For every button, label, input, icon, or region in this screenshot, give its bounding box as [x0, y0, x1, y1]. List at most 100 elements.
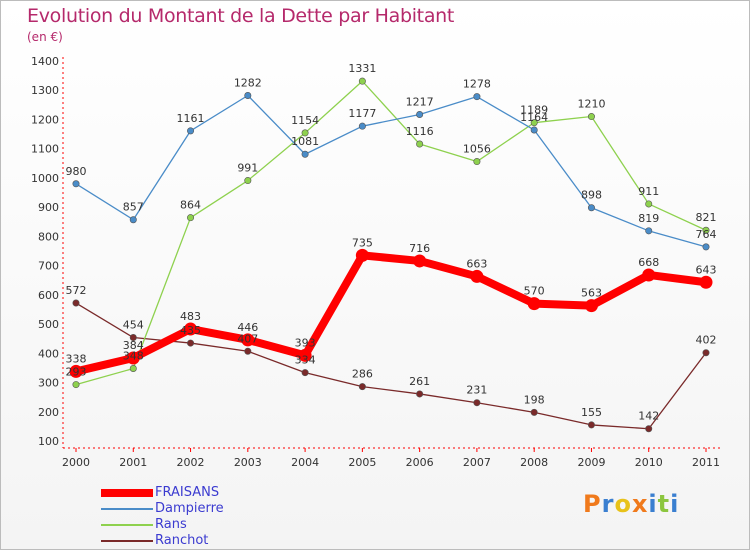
data-point-rans: [187, 214, 195, 222]
data-label-rans: 1154: [291, 114, 319, 127]
legend-swatch-dampierre: [101, 508, 153, 510]
data-point-ranchot: [587, 421, 595, 429]
data-point-ranchot: [645, 425, 653, 433]
data-point-dampierre: [72, 180, 80, 188]
data-point-ranchot: [129, 334, 137, 342]
x-tick-label: 2010: [635, 456, 663, 469]
legend-label-rans: Rans: [155, 517, 187, 532]
y-tick-label: 100: [38, 435, 59, 448]
x-axis-ticks: 2000 2001 2002 2003 2004 2005 2006 2007 2008 2009…: [62, 448, 720, 469]
data-label-fraisans: 735: [352, 236, 373, 249]
data-label-ranchot: 198: [524, 393, 545, 406]
x-tick-label: 2000: [62, 456, 90, 469]
data-label-fraisans: 384: [123, 339, 144, 352]
series-layer: [69, 77, 713, 433]
data-point-rans: [473, 158, 481, 166]
data-point-ranchot: [72, 299, 80, 307]
data-point-rans: [645, 200, 653, 208]
data-point-dampierre: [244, 91, 252, 99]
x-tick-label: 2009: [577, 456, 605, 469]
data-label-dampierre: 1081: [291, 135, 319, 148]
x-tick-label: 2008: [520, 456, 548, 469]
data-label-fraisans: 338: [66, 352, 87, 365]
data-label-ranchot: 402: [696, 334, 717, 347]
data-label-rans: 1331: [348, 62, 376, 75]
x-tick-label: 2005: [348, 456, 376, 469]
data-label-dampierre: 1164: [520, 111, 548, 124]
data-point-fraisans: [298, 348, 312, 362]
y-tick-label: 1000: [31, 172, 59, 185]
data-point-dampierre: [473, 93, 481, 101]
y-tick-label: 800: [38, 230, 59, 243]
legend-label-ranchot: Ranchot: [155, 533, 209, 548]
series-line-fraisans: [72, 251, 710, 376]
logo-letter: t: [657, 490, 671, 518]
data-label-rans: 1210: [577, 98, 605, 111]
series-dampierre: [72, 91, 710, 251]
data-point-ranchot: [473, 399, 481, 407]
data-point-ranchot: [301, 369, 309, 377]
legend-swatch-rans: [101, 524, 153, 526]
y-tick-label: 400: [38, 347, 59, 360]
y-tick-label: 200: [38, 406, 59, 419]
data-point-dampierre: [702, 243, 710, 251]
data-point-dampierre: [530, 126, 538, 134]
data-label-fraisans: 716: [409, 242, 430, 255]
x-tick-label: 2007: [463, 456, 491, 469]
data-point-dampierre: [416, 110, 424, 118]
data-point-fraisans: [642, 268, 656, 282]
chart-title: Evolution du Montant de la Dette par Hab…: [27, 5, 455, 27]
data-point-dampierre: [129, 216, 137, 224]
x-tick-label: 2004: [291, 456, 319, 469]
data-point-fraisans: [584, 299, 598, 313]
x-tick-label: 2003: [234, 456, 262, 469]
logo-letter: P: [583, 490, 602, 518]
data-label-fraisans: 483: [180, 310, 201, 323]
data-point-rans: [416, 140, 424, 148]
x-tick-label: 2006: [406, 456, 434, 469]
legend-label-dampierre: Dampierre: [155, 501, 224, 516]
series-fraisans: [69, 248, 713, 378]
y-tick-label: 1100: [31, 143, 59, 156]
logo-letter: x: [631, 490, 649, 518]
data-label-dampierre: 1282: [234, 76, 262, 89]
data-label-fraisans: 643: [696, 263, 717, 276]
data-label-ranchot: 142: [638, 410, 659, 423]
data-label-dampierre: 1161: [177, 112, 205, 125]
data-label-fraisans: 446: [237, 321, 258, 334]
data-label-fraisans: 393: [295, 336, 316, 349]
x-tick-label: 2011: [692, 456, 720, 469]
y-tick-label: 1400: [31, 55, 59, 68]
data-point-fraisans: [527, 297, 541, 311]
data-label-ranchot: 454: [123, 319, 144, 332]
data-point-rans: [530, 119, 538, 127]
data-point-ranchot: [530, 408, 538, 416]
data-label-ranchot: 231: [466, 384, 487, 397]
proxiti-logo: Proxiti: [583, 490, 679, 518]
data-point-ranchot: [187, 339, 195, 347]
data-point-rans: [301, 129, 309, 137]
data-label-fraisans: 663: [466, 257, 487, 270]
data-label-rans: 821: [696, 211, 717, 224]
legend-swatch-ranchot: [101, 540, 153, 542]
data-label-dampierre: 980: [66, 165, 87, 178]
chart-unit-label: (en €): [27, 30, 63, 44]
data-label-ranchot: 435: [180, 324, 201, 337]
series-line-rans: [75, 80, 707, 386]
data-point-fraisans: [355, 248, 369, 262]
y-tick-label: 500: [38, 318, 59, 331]
data-point-fraisans: [126, 351, 140, 365]
series-ranchot: [72, 299, 710, 433]
data-label-fraisans: 570: [524, 285, 545, 298]
data-label-rans: 348: [123, 350, 144, 363]
y-axis-ticks: 100 200 300 400 500 600 700 800 900 1000 1100 1200 1…: [31, 55, 59, 448]
data-label-rans: 293: [66, 366, 87, 379]
data-label-rans: 1116: [406, 125, 434, 138]
data-label-ranchot: 572: [66, 284, 87, 297]
data-point-dampierre: [358, 122, 366, 130]
data-point-rans: [358, 77, 366, 85]
logo-letter: i: [648, 490, 658, 518]
data-label-ranchot: 334: [295, 354, 316, 367]
